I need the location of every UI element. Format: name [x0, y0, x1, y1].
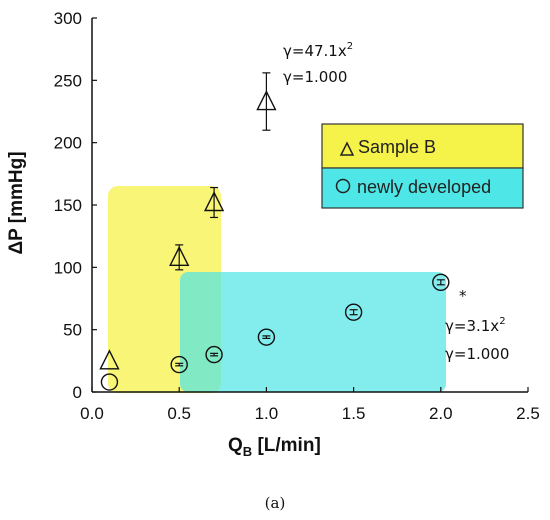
y-tick-label: 0	[73, 383, 82, 402]
legend-newly-developed-label: newly developed	[357, 177, 491, 197]
x-tick-label: 2.0	[429, 404, 453, 423]
newly-developed-point	[432, 273, 450, 291]
newly-developed-point	[257, 328, 276, 346]
legend-sample-b-box	[321, 123, 524, 169]
error-bar	[262, 335, 271, 339]
data-marks	[99, 72, 450, 391]
y-tick-label: 50	[63, 321, 82, 340]
legend: Sample B newly developed	[321, 123, 524, 209]
error-bar	[436, 279, 445, 286]
newly-developed-highlight	[180, 272, 446, 392]
newly-developed-point	[205, 345, 223, 364]
sample-b-point	[203, 190, 225, 212]
sample-b-point	[99, 349, 120, 370]
asterisk-annotation: *	[459, 287, 467, 305]
x-tick-label: 2.5	[516, 404, 540, 423]
newly-developed-point	[344, 303, 363, 321]
error-bar	[175, 362, 184, 367]
chart: 0.0 0.5 1.0 1.5 2.0 2.5 0 50 100 150 200 250 300 ΔP …	[6, 9, 540, 459]
y-tick-label: 300	[54, 9, 82, 28]
x-tick-label: 1.0	[255, 404, 279, 423]
y-axis-label: ΔP [mmHg]	[6, 151, 27, 254]
legend-sample-b-label: Sample B	[358, 137, 436, 157]
newly-developed-fit-r: γ=1.000	[445, 345, 509, 363]
y-tick-label: 100	[54, 258, 82, 277]
newly-developed-point	[170, 355, 188, 374]
sample-b-point	[256, 89, 277, 111]
newly-developed-point	[100, 373, 119, 391]
error-bar	[210, 352, 219, 357]
error-bar	[349, 309, 358, 316]
figure-caption: (a)	[264, 494, 286, 512]
y-tick-label: 200	[54, 134, 82, 153]
x-tick-label: 0.0	[80, 404, 104, 423]
x-tick-label: 1.5	[342, 404, 366, 423]
sample-b-fit-equation: γ=47.1x2	[283, 41, 353, 60]
x-axis-label: QB [L/min]	[228, 435, 321, 459]
legend-newly-developed-box	[321, 167, 524, 209]
newly-developed-fit-equation: γ=3.1x2	[445, 316, 506, 335]
error-bar	[262, 72, 271, 131]
legend-triangle-icon	[339, 141, 355, 156]
y-tick-label: 250	[54, 71, 82, 90]
sample-b-point	[169, 245, 190, 267]
legend-circle-icon	[335, 178, 351, 194]
tick-labels: 0.0 0.5 1.0 1.5 2.0 2.5 0 50 100 150 200 250 300	[54, 9, 540, 423]
y-tick-label: 150	[54, 196, 82, 215]
sample-b-fit-r: γ=1.000	[283, 68, 347, 86]
x-tick-label: 0.5	[167, 404, 191, 423]
